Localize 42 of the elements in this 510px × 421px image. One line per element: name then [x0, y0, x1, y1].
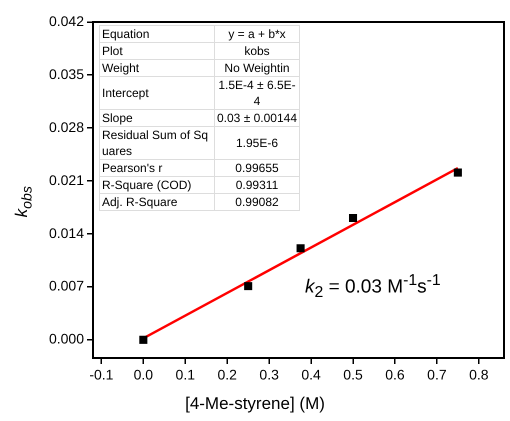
x-tick-label: 0.7 — [427, 366, 447, 382]
y-tick-label: 0.028 — [48, 118, 84, 135]
x-tick-label: 0.2 — [217, 366, 238, 382]
x-tick-label: 0.4 — [301, 366, 322, 382]
annotation: Weight — [100, 60, 214, 76]
x-tick-label: 0.5 — [343, 366, 363, 382]
point — [454, 168, 462, 177]
point — [296, 244, 305, 252]
x-tick-label: -0.1 — [89, 366, 114, 382]
x-tick-label: 0.3 — [259, 366, 280, 382]
y-tick-label: 0.042 — [48, 12, 84, 29]
y-tick-label: 0.021 — [48, 172, 84, 188]
x-tick-label: 0.6 — [385, 366, 405, 382]
annotation: Plot — [100, 42, 214, 60]
x-tick-label: 0.8 — [469, 366, 489, 382]
annotation: Residual Sum of Squares — [100, 126, 214, 160]
annotation: k$_{2}$ = 0.03 M$^{-1}$s$^{-1}$ — [305, 272, 441, 302]
annotation: kobs — [214, 42, 300, 60]
annotation: y = a + b*x — [214, 26, 300, 42]
annotation: 0.03 ± 0.00144 — [214, 110, 300, 126]
annotation: R-Square (COD) — [100, 176, 214, 194]
y-tick-label: 0.007 — [48, 278, 84, 294]
annotation: 0.99082 — [214, 194, 300, 210]
x-tick-label: 0.1 — [176, 366, 196, 382]
annotation: Equation — [100, 26, 214, 42]
annotation: Slope — [100, 110, 214, 126]
y-tick-label: 0.035 — [48, 66, 84, 82]
y-tick-label: 0.000 — [48, 330, 84, 347]
point — [348, 214, 358, 222]
annotation: 0.99311 — [214, 176, 300, 194]
y-tick-label: 0.014 — [48, 224, 84, 241]
x-tick-label: 0.0 — [134, 366, 154, 382]
point — [244, 282, 252, 290]
annotation: No Weightin — [214, 60, 300, 76]
annotation: Pearson's r — [100, 160, 214, 176]
annotation: 0.99655 — [214, 160, 300, 176]
x-axis-title: [4-Me-styrene] (M) — [184, 394, 326, 414]
annotation: 1.95E-6 — [214, 126, 300, 160]
annotation: 1.5E-4 ± 6.5E-4 — [214, 76, 300, 110]
point — [139, 336, 148, 344]
annotation: Adj. R-Square — [100, 194, 214, 210]
annotation: Intercept — [100, 76, 214, 110]
